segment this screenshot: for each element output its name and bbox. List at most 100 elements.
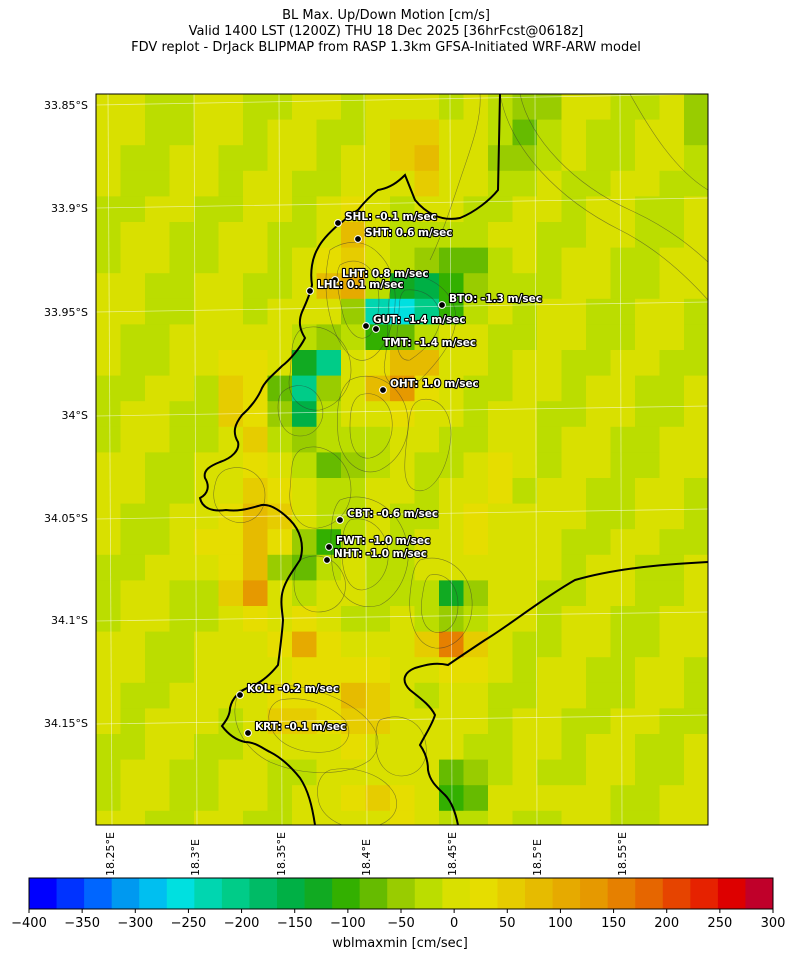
motion-cell [390,401,415,428]
motion-cell [561,708,587,735]
station-marker-oht[interactable] [379,386,387,394]
station-marker-nht[interactable] [323,556,331,564]
motion-cell [512,222,538,248]
motion-cell [316,785,342,812]
motion-cell [512,478,538,504]
motion-cell [684,401,708,428]
colorbar-swatch [552,878,581,909]
motion-cell [169,734,195,760]
motion-cell [243,375,268,402]
motion-cell [659,401,685,428]
motion-cell [267,170,293,197]
motion-cell [120,375,146,402]
motion-cell [512,247,538,274]
motion-cell [218,759,244,786]
motion-cell [365,94,391,120]
motion-cell [169,273,195,300]
station-marker-shl[interactable] [334,219,342,227]
motion-cell [439,375,464,402]
motion-cell [414,785,440,812]
graticule [96,94,708,825]
motion-cell [194,426,219,453]
motion-cell [439,785,464,812]
motion-cell [120,119,146,146]
motion-cell [96,606,121,632]
motion-cell [390,247,415,274]
motion-cell [561,324,587,351]
motion-cell [684,657,708,684]
colorbar-swatch [442,878,471,909]
station-marker-tmt[interactable] [372,325,380,333]
motion-cell [341,657,366,684]
motion-cell [218,580,244,607]
motion-cell [145,324,170,351]
motion-cell [96,375,121,402]
motion-cell [586,708,611,735]
station-marker-lht[interactable] [331,276,339,284]
motion-cell [684,196,708,223]
motion-cell [488,810,513,825]
motion-cell [684,350,708,376]
motion-cell [488,682,513,709]
colorbar-swatch [387,878,416,909]
motion-cell [194,119,219,146]
motion-cell [684,554,708,581]
colorbar-swatch [717,878,746,909]
motion-cell [488,785,513,812]
motion-cell [659,273,685,300]
motion-cell [341,734,366,760]
motion-cell [512,759,538,786]
motion-cell [659,682,685,709]
motion-cell [267,94,293,120]
motion-cell [243,324,268,351]
motion-cell [169,759,195,786]
motion-cell [120,452,146,479]
motion-cell [341,606,366,632]
motion-cell [586,580,611,607]
motion-cell [537,631,562,658]
motion-cell [169,426,195,453]
motion-cell [341,785,366,812]
motion-cell [561,452,587,479]
station-marker-kol[interactable] [236,691,244,699]
colorbar-swatch [662,878,691,909]
motion-cell [561,426,587,453]
title-line-1: BL Max. Up/Down Motion [cm/s] [282,8,490,23]
motion-cell [414,298,440,325]
station-marker-sht[interactable] [354,235,362,243]
motion-cell [145,478,170,504]
station-marker-cbt[interactable] [336,516,344,524]
motion-cell [316,682,342,709]
motion-cell [537,298,562,325]
motion-cell [120,759,146,786]
motion-cell [659,375,685,402]
colorbar-tick-label: 100 [548,916,573,931]
motion-cell [684,785,708,812]
motion-cell [610,375,636,402]
motion-cell [390,426,415,453]
motion-cell [414,452,440,479]
motion-cell [390,606,415,632]
motion-cell [145,222,170,248]
station-marker-krt[interactable] [244,729,252,737]
colorbar-swatch [745,878,774,909]
motion-cell [169,222,195,248]
motion-cell [194,94,219,120]
motion-cell [218,94,244,120]
motion-cell [635,631,660,658]
station-marker-fwt[interactable] [325,543,333,551]
motion-cell [488,401,513,428]
motion-cell [243,426,268,453]
motion-cell [169,145,195,172]
motion-cell [659,529,685,556]
motion-cell [586,657,611,684]
motion-cell [120,350,146,376]
motion-cell [586,631,611,658]
station-marker-bto[interactable] [438,301,446,309]
station-marker-lhl[interactable] [306,287,314,295]
motion-cell [488,222,513,248]
motion-cell [635,785,660,812]
motion-cell [292,682,317,709]
station-marker-gut[interactable] [362,322,370,330]
motion-cell [243,759,268,786]
